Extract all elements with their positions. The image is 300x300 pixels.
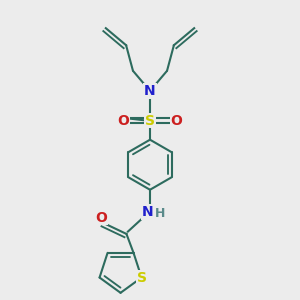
Text: H: H [155, 207, 166, 220]
Text: O: O [95, 211, 107, 225]
Text: O: O [118, 114, 129, 128]
Text: O: O [171, 114, 182, 128]
Text: S: S [136, 271, 147, 284]
Text: S: S [145, 114, 155, 128]
Text: N: N [144, 84, 156, 98]
Text: N: N [142, 205, 154, 219]
